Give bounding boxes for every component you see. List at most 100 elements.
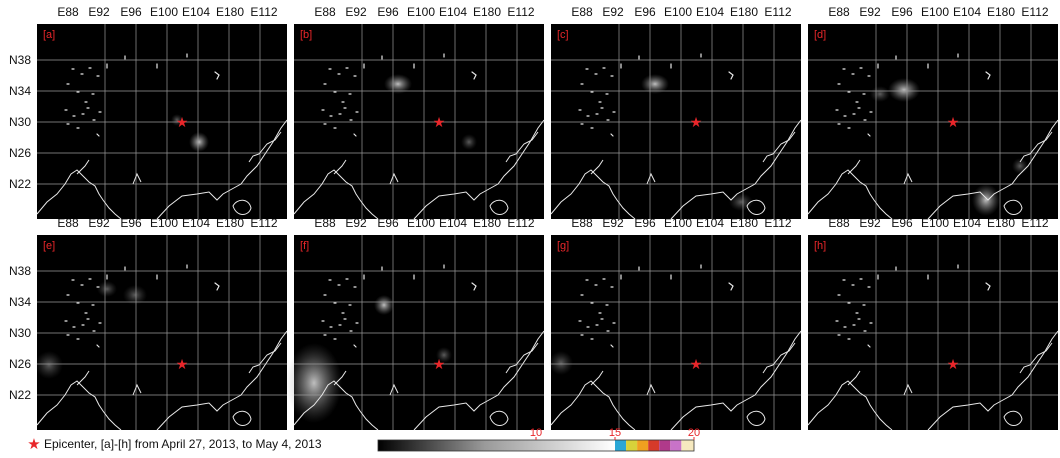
panel-label: [d] <box>814 29 826 41</box>
coastline <box>1003 410 1023 426</box>
coastline <box>550 169 636 220</box>
x-tick-label: E92 <box>88 5 110 19</box>
lake-marks <box>64 318 102 340</box>
anomaly-blob <box>384 74 412 94</box>
x-tick-label: E88 <box>828 216 850 230</box>
coastline <box>927 119 1059 220</box>
coastline <box>333 370 347 386</box>
coastline <box>762 131 796 163</box>
anomaly-blob <box>641 74 669 94</box>
x-tick-label: E96 <box>120 216 142 230</box>
anomaly-blob <box>461 134 477 150</box>
coastline <box>489 410 509 426</box>
y-tick-label: N38 <box>9 53 31 67</box>
coastline <box>232 410 252 426</box>
x-tick-label: E104 <box>439 5 467 19</box>
lake-marks <box>353 264 477 348</box>
colorbar-tick-label: 10 <box>530 427 542 439</box>
colorbar-tick-label: 20 <box>688 427 700 439</box>
coastline <box>927 330 1059 431</box>
x-tick-label: E92 <box>859 5 881 19</box>
x-tick-label: E180 <box>473 216 501 230</box>
lake-marks <box>578 107 616 129</box>
coastline <box>807 169 893 220</box>
legend-text: Epicenter, [a]-[h] from April 27, 2013, … <box>44 437 322 451</box>
x-tick-label: E92 <box>859 216 881 230</box>
lake-marks <box>321 318 359 340</box>
colorbar: 10 15 20 <box>377 427 700 452</box>
y-tick-label: N26 <box>9 146 31 160</box>
lake-marks <box>321 107 359 129</box>
lake-marks <box>64 107 102 129</box>
map-panels: [a] ★ [b] ★ [c] ★ [d] ★ [e] ★ [f] ★ [g] ★ [h] ★ <box>35 24 1059 431</box>
y-tick-label: N34 <box>9 84 31 98</box>
x-tick-label: E88 <box>57 216 79 230</box>
x-tick-label: E96 <box>377 216 399 230</box>
y-tick-label: N38 <box>9 264 31 278</box>
x-tick-label: E104 <box>953 5 981 19</box>
y-tick-label: N22 <box>9 388 31 402</box>
lake-marks <box>323 67 357 103</box>
coastline <box>413 330 545 431</box>
x-tick-label: E104 <box>182 5 210 19</box>
coastline <box>847 159 861 175</box>
left-y-axis-labels-top: N38 N34 N30 N26 N22 <box>9 53 31 191</box>
coastline <box>132 383 142 396</box>
coastline <box>248 342 282 374</box>
coastline <box>746 199 766 215</box>
colorbar-band <box>626 440 638 451</box>
x-tick-label: E88 <box>571 216 593 230</box>
panel-label: [a] <box>43 29 55 41</box>
map-panel-b: [b] ★ <box>293 24 545 220</box>
map-panel-f: [f] ★ <box>286 235 545 431</box>
x-tick-label: E96 <box>120 5 142 19</box>
top-x-axis-labels: E88 E92 E96 E100 E104 E180 E112 E88 E92 E96 E100 E1… <box>57 5 1049 19</box>
lake-marks <box>835 318 873 340</box>
lake-marks <box>578 318 616 340</box>
anomaly-blob <box>35 351 63 379</box>
x-tick-label: E92 <box>602 216 624 230</box>
panel-label: [f] <box>300 240 309 252</box>
x-tick-label: E112 <box>507 216 534 230</box>
map-background <box>808 24 1058 219</box>
lake-marks <box>96 53 220 137</box>
coastline <box>293 380 379 431</box>
x-tick-label: E100 <box>407 216 435 230</box>
x-tick-label: E104 <box>953 216 981 230</box>
x-tick-label: E180 <box>216 216 244 230</box>
x-tick-label: E100 <box>921 216 949 230</box>
x-tick-label: E92 <box>345 216 367 230</box>
x-tick-label: E88 <box>314 5 336 19</box>
coastline <box>389 172 399 185</box>
map-panel-c: [c] ★ <box>550 24 802 220</box>
anomaly-blob <box>189 132 209 152</box>
coastline <box>489 199 509 215</box>
lake-marks <box>66 278 100 314</box>
coastline <box>847 370 861 386</box>
x-tick-label: E100 <box>150 5 178 19</box>
x-tick-label: E180 <box>987 216 1015 230</box>
epicenter-star-icon: ★ <box>433 356 446 372</box>
x-tick-label: E112 <box>764 5 791 19</box>
x-tick-label: E104 <box>696 5 724 19</box>
x-tick-label: E100 <box>664 216 692 230</box>
colorbar-band <box>681 440 694 451</box>
x-tick-label: E96 <box>891 5 913 19</box>
x-tick-label: E112 <box>764 216 791 230</box>
coastline <box>646 383 656 396</box>
lake-marks <box>580 278 614 314</box>
coastline <box>590 370 604 386</box>
x-tick-label: E112 <box>507 5 534 19</box>
x-tick-label: E104 <box>439 216 467 230</box>
map-background <box>37 24 287 219</box>
map-background <box>294 24 544 219</box>
coastline <box>36 380 122 431</box>
x-tick-label: E180 <box>987 5 1015 19</box>
x-tick-label: E88 <box>314 216 336 230</box>
coastline <box>646 172 656 185</box>
coastline <box>670 119 802 220</box>
lake-marks <box>867 53 991 137</box>
lake-marks <box>867 264 991 348</box>
x-tick-label: E112 <box>1021 5 1048 19</box>
